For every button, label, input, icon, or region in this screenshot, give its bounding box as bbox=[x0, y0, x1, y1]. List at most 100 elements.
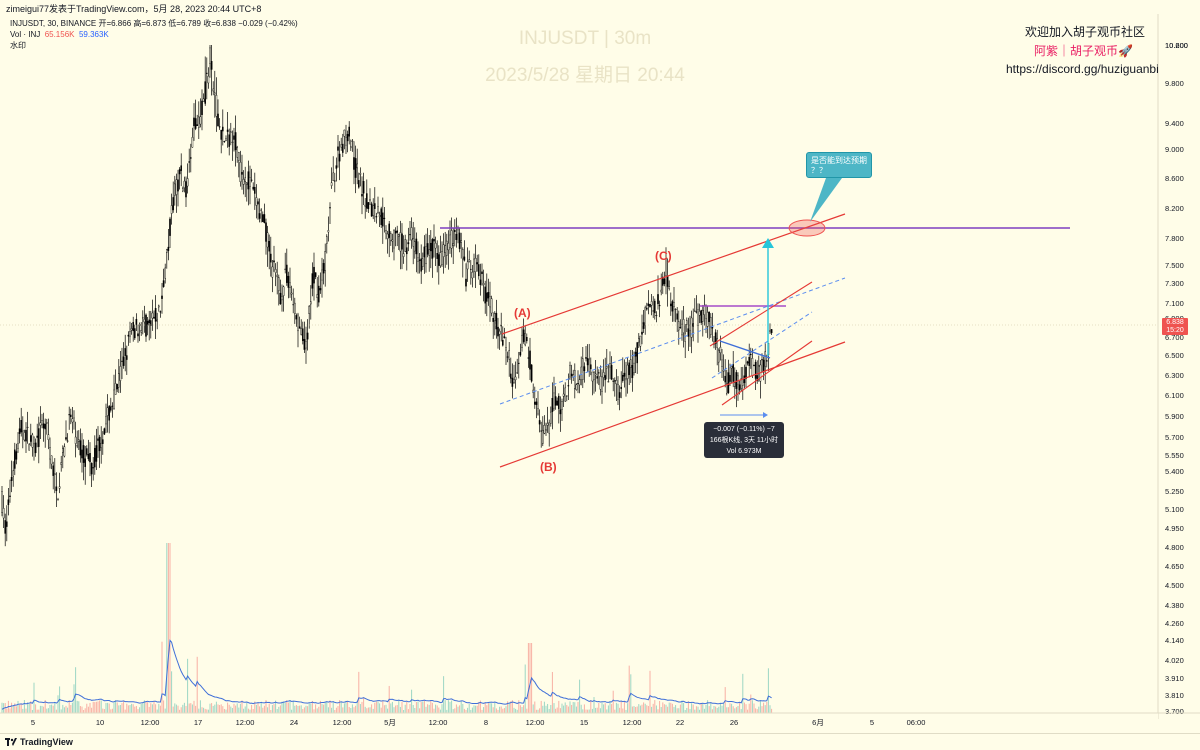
candle-body bbox=[270, 254, 271, 262]
price-tick-label: 4.020 bbox=[1165, 656, 1184, 665]
volume-bar bbox=[506, 706, 507, 713]
candle-body bbox=[747, 362, 748, 363]
candle-body bbox=[283, 287, 284, 296]
candle-body bbox=[441, 251, 442, 264]
candle-body bbox=[273, 261, 274, 262]
volume-bar bbox=[91, 708, 92, 713]
volume-bar bbox=[414, 708, 415, 713]
candle-body bbox=[661, 290, 662, 292]
candle-body bbox=[173, 197, 174, 210]
candles bbox=[1, 45, 772, 546]
candle-body bbox=[429, 250, 430, 256]
volume-bar bbox=[429, 705, 430, 713]
volume-bar bbox=[325, 702, 326, 713]
volume-bar bbox=[318, 707, 319, 713]
candle-body bbox=[197, 125, 198, 126]
volume-bar bbox=[728, 707, 729, 713]
candle-body bbox=[86, 449, 87, 455]
price-tick-label: 3.910 bbox=[1165, 674, 1184, 683]
candle-body bbox=[557, 401, 558, 405]
candle-body bbox=[272, 267, 273, 277]
candle-body bbox=[672, 302, 673, 312]
volume-bar bbox=[168, 543, 169, 713]
candle-body bbox=[163, 281, 164, 287]
candle-body bbox=[633, 363, 634, 373]
candle-body bbox=[699, 311, 700, 315]
volume-bar bbox=[646, 705, 647, 713]
candle-body bbox=[385, 230, 386, 233]
volume-bar bbox=[677, 708, 678, 713]
candle-body bbox=[29, 444, 30, 450]
time-tick-label: 10 bbox=[96, 718, 104, 727]
candle-body bbox=[632, 365, 633, 378]
candle-body bbox=[176, 180, 177, 195]
candle-body bbox=[123, 357, 124, 366]
volume-bar bbox=[88, 707, 89, 713]
candle-body bbox=[517, 373, 518, 374]
volume-bar bbox=[541, 701, 542, 713]
volume-bar bbox=[157, 710, 158, 713]
volume-bar bbox=[67, 708, 68, 713]
volume-bar bbox=[584, 704, 585, 713]
candle-body bbox=[395, 231, 396, 233]
volume-bar bbox=[539, 708, 540, 713]
candle-body bbox=[617, 384, 618, 399]
candle-body bbox=[51, 456, 52, 464]
footer-brand: TradingView bbox=[20, 737, 73, 747]
volume-bar bbox=[123, 702, 124, 713]
candle-body bbox=[262, 215, 263, 222]
candle-body bbox=[318, 286, 319, 302]
candle-body bbox=[393, 230, 394, 248]
candle-body bbox=[213, 89, 214, 91]
candle-body bbox=[643, 322, 644, 328]
volume-bar bbox=[138, 709, 139, 713]
candle-body bbox=[149, 320, 150, 323]
candle-body bbox=[520, 352, 521, 355]
volume-bar bbox=[730, 703, 731, 713]
volume-bar bbox=[651, 707, 652, 713]
candle-body bbox=[592, 372, 593, 381]
candle-body bbox=[89, 453, 90, 462]
candle-body bbox=[27, 427, 28, 428]
volume-bar bbox=[198, 709, 199, 713]
candle-body bbox=[125, 348, 126, 355]
volume-bar bbox=[555, 709, 556, 713]
volume-bar bbox=[720, 703, 721, 713]
volume-bar bbox=[739, 702, 740, 713]
candle-body bbox=[253, 187, 254, 189]
volume-bar bbox=[98, 701, 99, 713]
candle-body bbox=[49, 448, 50, 459]
discord-link[interactable]: https://discord.gg/huziguanbi bbox=[1006, 62, 1159, 76]
candle-body bbox=[718, 350, 719, 362]
volume-bar bbox=[642, 705, 643, 713]
candle-body bbox=[611, 365, 612, 379]
candle-body bbox=[233, 136, 234, 140]
volume-bar bbox=[75, 667, 76, 713]
volume-bar bbox=[598, 703, 599, 713]
volume-bar bbox=[253, 709, 254, 713]
candle-body bbox=[465, 279, 466, 286]
volume-bar bbox=[734, 708, 735, 713]
volume-bar bbox=[13, 706, 14, 713]
target-callout[interactable]: 是否能到达预期 ？？ bbox=[806, 152, 872, 178]
candle-body bbox=[219, 127, 220, 128]
volume-bar bbox=[749, 704, 750, 713]
volume-bar bbox=[158, 704, 159, 713]
candle-body bbox=[445, 246, 446, 253]
candle-body bbox=[245, 178, 246, 182]
volume-bar bbox=[243, 709, 244, 713]
volume-bar bbox=[189, 704, 190, 713]
candle-body bbox=[579, 380, 580, 385]
candle-body bbox=[208, 76, 209, 83]
candle-body bbox=[558, 396, 559, 409]
candle-body bbox=[408, 243, 409, 244]
volume-bar bbox=[221, 704, 222, 713]
candle-body bbox=[214, 93, 215, 94]
candle-body bbox=[54, 474, 55, 475]
volume-bar bbox=[238, 708, 239, 713]
candle-body bbox=[235, 132, 236, 149]
volume-bar bbox=[149, 707, 150, 713]
volume-bar bbox=[139, 707, 140, 713]
candle-body bbox=[161, 296, 162, 299]
